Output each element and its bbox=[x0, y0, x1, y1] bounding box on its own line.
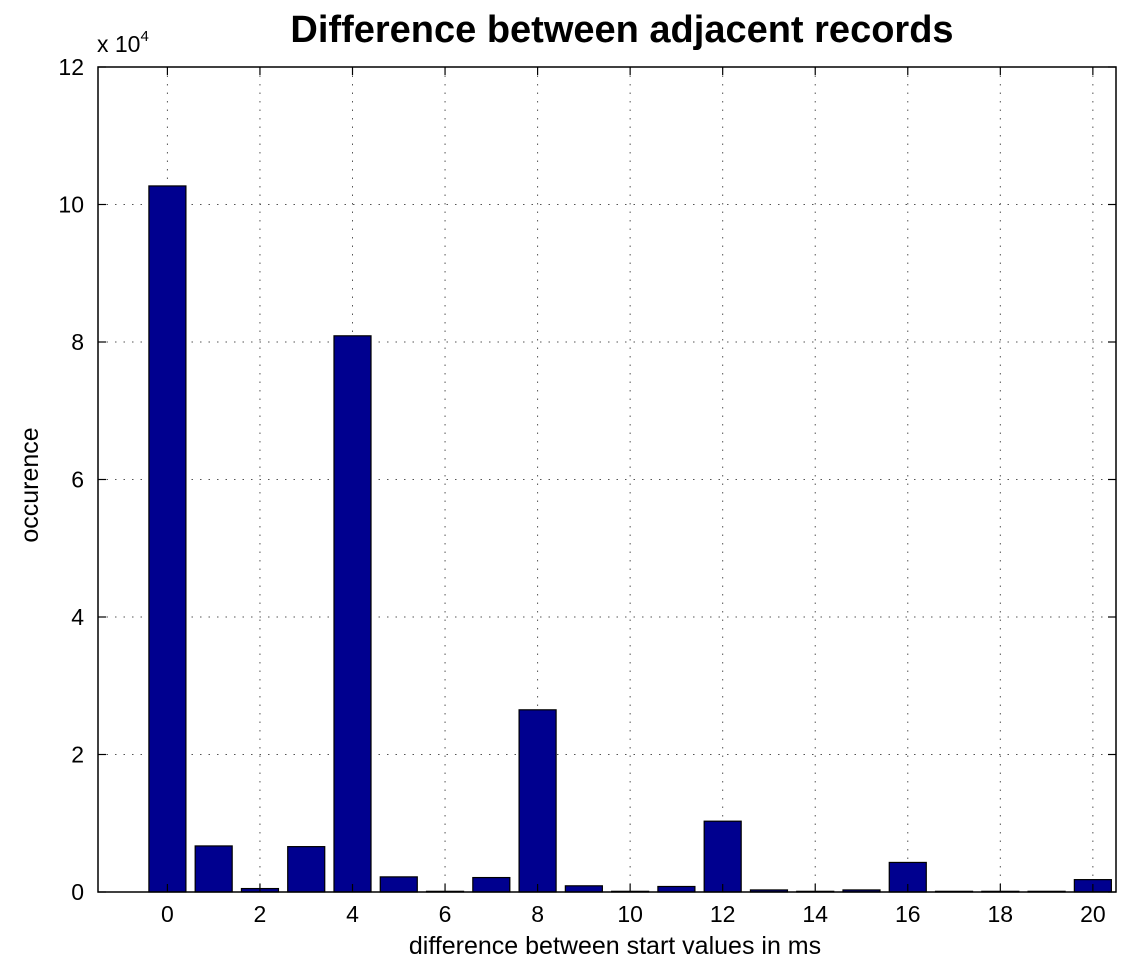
bar bbox=[472, 876, 511, 893]
y-tick-label: 2 bbox=[71, 742, 84, 768]
plot-area-frame bbox=[97, 66, 1117, 893]
bar bbox=[287, 846, 326, 893]
y-axis-label: occurence bbox=[16, 427, 44, 542]
grid-lines bbox=[98, 66, 1116, 892]
bars bbox=[148, 185, 1112, 893]
x-tick-label: 16 bbox=[895, 901, 921, 927]
y-tick-label: 6 bbox=[71, 467, 84, 493]
bar bbox=[703, 820, 742, 893]
x-tick-label: 14 bbox=[802, 901, 828, 927]
bar bbox=[657, 885, 696, 893]
x-tick-label: 4 bbox=[346, 901, 359, 927]
x-tick-label: 8 bbox=[531, 901, 544, 927]
bar bbox=[518, 709, 557, 893]
x-tick-label: 10 bbox=[617, 901, 643, 927]
bar bbox=[379, 876, 418, 893]
x-tick-label: 0 bbox=[161, 901, 174, 927]
chart-title: Difference between adjacent records bbox=[290, 9, 953, 51]
bar bbox=[148, 185, 187, 893]
y-tick-label: 0 bbox=[71, 879, 84, 905]
y-axis-ticks: 0 2 4 6 8 10 12 bbox=[58, 54, 1116, 905]
y-tick-label: 10 bbox=[58, 192, 84, 218]
x-axis-ticks: 0 2 4 6 8 10 12 14 16 18 20 bbox=[161, 67, 1106, 927]
bar bbox=[564, 885, 603, 893]
y-tick-label: 12 bbox=[58, 54, 84, 80]
x-tick-label: 18 bbox=[988, 901, 1014, 927]
bar bbox=[194, 845, 233, 893]
bar bbox=[333, 335, 372, 893]
x-tick-label: 6 bbox=[439, 901, 452, 927]
x-tick-label: 2 bbox=[254, 901, 267, 927]
y-tick-label: 4 bbox=[71, 604, 84, 630]
x-axis-label: difference between start values in ms bbox=[409, 932, 821, 960]
y-multiplier-label: x 104 bbox=[97, 28, 149, 57]
y-tick-label: 8 bbox=[71, 329, 84, 355]
x-tick-label: 12 bbox=[710, 901, 736, 927]
x-tick-label: 20 bbox=[1080, 901, 1106, 927]
